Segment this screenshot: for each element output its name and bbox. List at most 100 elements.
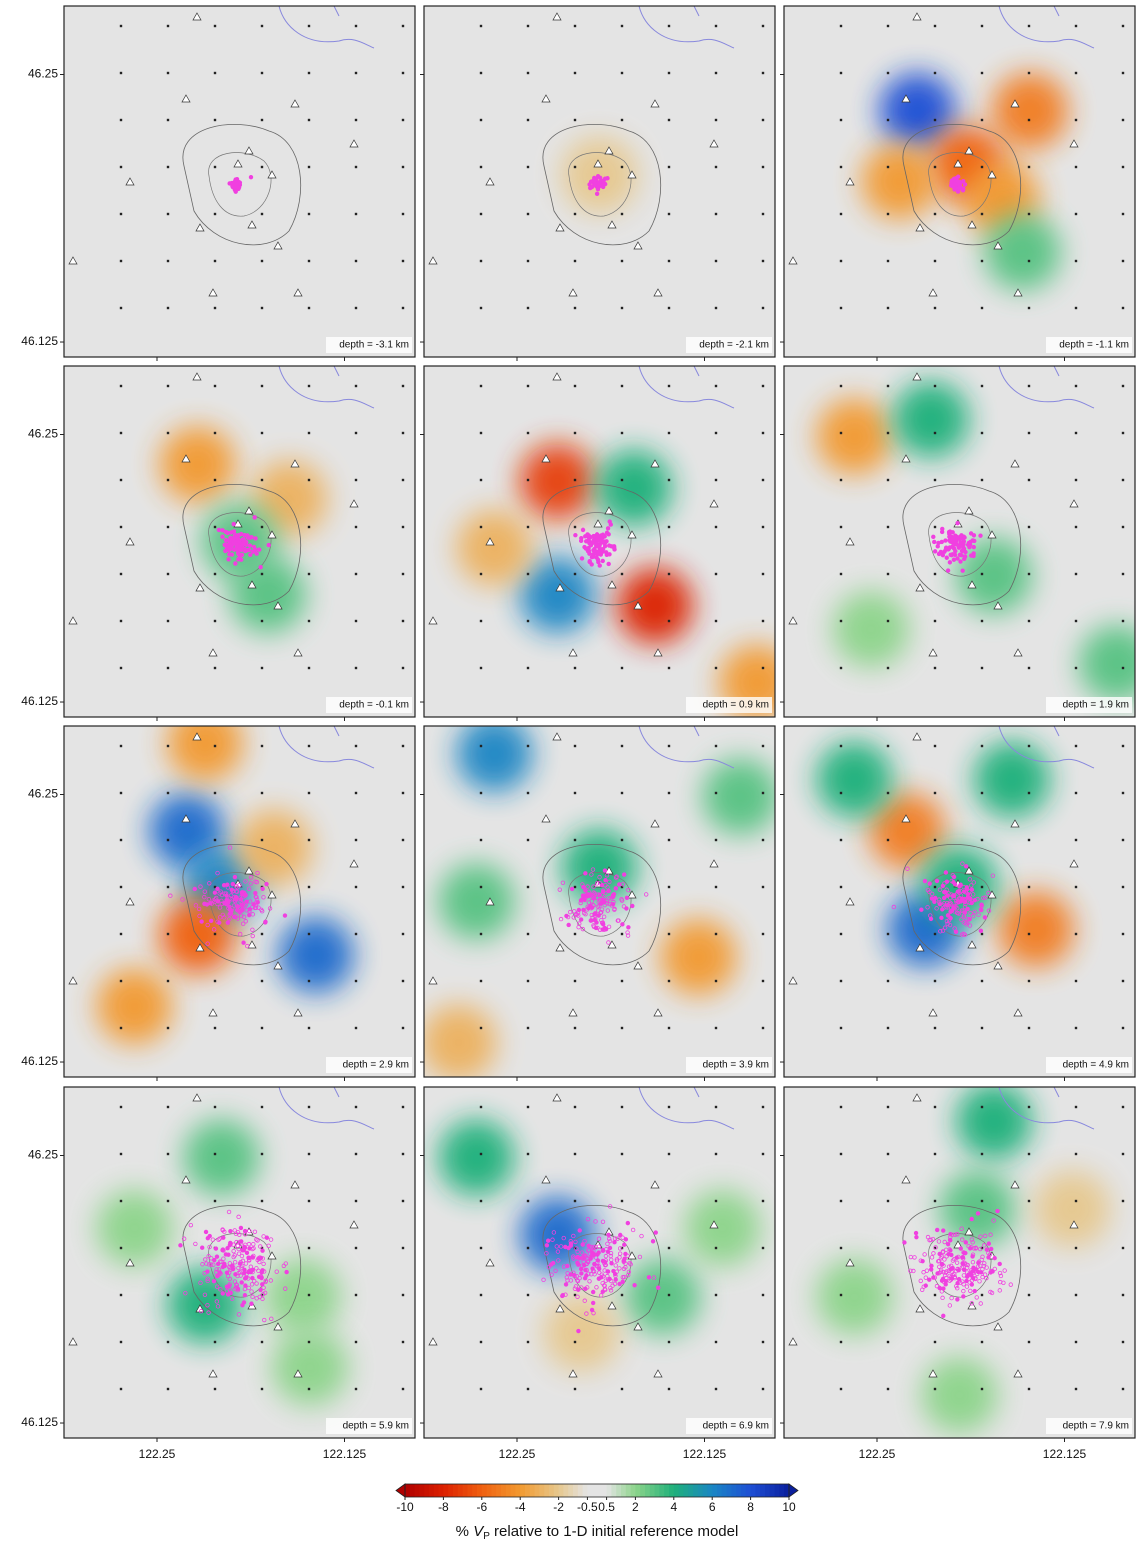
grid-node: [762, 307, 764, 309]
grid-node: [621, 166, 623, 168]
earthquake: [254, 548, 258, 552]
grid-node: [715, 1247, 717, 1249]
grid-node: [308, 1341, 310, 1343]
grid-node: [261, 260, 263, 262]
grid-node: [120, 1388, 122, 1390]
grid-node: [762, 166, 764, 168]
colorbar-tick-label: -8: [438, 1500, 449, 1514]
grid-node: [668, 1341, 670, 1343]
grid-node: [527, 307, 529, 309]
grid-node: [934, 792, 936, 794]
grid-node: [840, 667, 842, 669]
earthquake: [621, 923, 625, 927]
grid-node: [355, 980, 357, 982]
grid-node: [402, 72, 404, 74]
grid-node: [120, 213, 122, 215]
grid-node: [934, 166, 936, 168]
earthquake: [654, 1231, 658, 1235]
grid-node: [1075, 1200, 1077, 1202]
colorbar-cell: [515, 1484, 520, 1497]
earthquake: [602, 179, 606, 183]
grid-node: [120, 839, 122, 841]
earthquake: [930, 897, 934, 901]
earthquake: [215, 1255, 219, 1259]
grid-node: [480, 1153, 482, 1155]
earthquake: [232, 530, 236, 534]
colorbar-cell: [501, 1484, 506, 1497]
colorbar-cell: [650, 1484, 655, 1497]
earthquake: [586, 893, 590, 897]
earthquake: [611, 895, 615, 899]
earthquake: [601, 533, 605, 537]
earthquake: [972, 539, 976, 543]
grid-node: [668, 886, 670, 888]
earthquake: [964, 865, 968, 869]
earthquake: [950, 1253, 954, 1257]
earthquake: [962, 1295, 966, 1299]
earthquake: [567, 1246, 571, 1250]
grid-node: [261, 792, 263, 794]
colorbar-cell: [415, 1484, 420, 1497]
colorbar-cell: [419, 1484, 424, 1497]
grid-node: [527, 213, 529, 215]
grid-node: [621, 119, 623, 121]
earthquake: [236, 543, 240, 547]
grid-node: [480, 260, 482, 262]
colorbar-cell: [746, 1484, 751, 1497]
earthquake: [551, 1261, 555, 1265]
grid-node: [1028, 1027, 1030, 1029]
grid-node: [668, 792, 670, 794]
earthquake: [209, 919, 213, 923]
velocity-anomaly: [278, 917, 354, 993]
earthquake: [261, 887, 265, 891]
grid-node: [1028, 432, 1030, 434]
map-panel: depth = 6.9 km122.25122.125: [420, 1087, 775, 1461]
grid-node: [1028, 573, 1030, 575]
grid-node: [840, 479, 842, 481]
grid-node: [1075, 839, 1077, 841]
grid-node: [167, 886, 169, 888]
grid-node: [715, 479, 717, 481]
grid-node: [261, 667, 263, 669]
grid-node: [527, 980, 529, 982]
earthquake: [972, 554, 976, 558]
colorbar-cell: [568, 1484, 573, 1497]
grid-node: [402, 620, 404, 622]
grid-node: [1028, 1294, 1030, 1296]
grid-node: [167, 385, 169, 387]
earthquake: [224, 549, 228, 553]
earthquake: [221, 1292, 225, 1296]
grid-node: [840, 839, 842, 841]
grid-node: [308, 1294, 310, 1296]
grid-node: [934, 667, 936, 669]
earthquake: [179, 1244, 183, 1248]
grid-node: [120, 1200, 122, 1202]
earthquake: [240, 1281, 244, 1285]
grid-node: [120, 526, 122, 528]
grid-node: [214, 933, 216, 935]
velocity-anomaly: [596, 450, 672, 526]
grid-node: [762, 933, 764, 935]
grid-node: [480, 620, 482, 622]
grid-node: [1075, 1388, 1077, 1390]
earthquake: [613, 1240, 617, 1244]
grid-node: [887, 745, 889, 747]
colorbar-cell: [539, 1484, 544, 1497]
grid-node: [621, 385, 623, 387]
earthquake: [251, 1276, 255, 1280]
grid-node: [167, 667, 169, 669]
earthquake: [987, 1256, 991, 1260]
grid-node: [981, 166, 983, 168]
grid-node: [715, 1388, 717, 1390]
earthquake: [949, 553, 953, 557]
grid-node: [1075, 933, 1077, 935]
grid-node: [887, 1341, 889, 1343]
grid-node: [1122, 1027, 1124, 1029]
grid-node: [981, 479, 983, 481]
grid-node: [261, 432, 263, 434]
earthquake: [221, 535, 225, 539]
grid-node: [1075, 745, 1077, 747]
earthquake: [221, 1236, 225, 1240]
colorbar-cell: [698, 1484, 703, 1497]
grid-node: [1028, 667, 1030, 669]
